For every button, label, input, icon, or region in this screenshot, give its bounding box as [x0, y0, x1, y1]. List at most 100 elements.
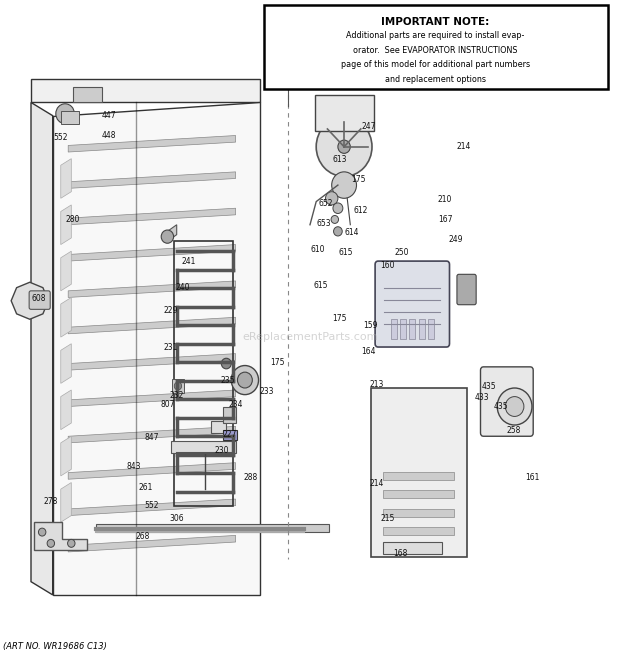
- Polygon shape: [53, 102, 260, 595]
- Polygon shape: [68, 426, 236, 443]
- Text: 167: 167: [438, 215, 453, 224]
- Text: 160: 160: [380, 261, 395, 270]
- Bar: [391, 319, 397, 339]
- Polygon shape: [31, 102, 53, 595]
- Polygon shape: [61, 205, 71, 245]
- Polygon shape: [68, 390, 236, 407]
- Text: 552: 552: [53, 133, 68, 142]
- Circle shape: [505, 397, 524, 416]
- Circle shape: [338, 140, 350, 153]
- Text: 280: 280: [66, 215, 81, 224]
- Circle shape: [231, 366, 259, 395]
- Bar: [96, 524, 329, 532]
- Polygon shape: [73, 87, 102, 102]
- Text: 215: 215: [380, 514, 395, 524]
- Polygon shape: [68, 499, 236, 516]
- FancyBboxPatch shape: [29, 291, 50, 309]
- Text: 230: 230: [215, 446, 229, 455]
- Bar: [170, 441, 236, 453]
- Circle shape: [326, 192, 338, 205]
- Text: 652: 652: [318, 199, 333, 208]
- Circle shape: [497, 388, 532, 425]
- Text: (ART NO. WR19686 C13): (ART NO. WR19686 C13): [3, 642, 107, 651]
- Text: 168: 168: [392, 549, 407, 559]
- Bar: [400, 319, 406, 339]
- Bar: [418, 319, 425, 339]
- Text: 268: 268: [135, 532, 150, 541]
- Text: 159: 159: [363, 321, 378, 330]
- Text: 843: 843: [126, 461, 141, 471]
- Text: 615: 615: [339, 248, 353, 257]
- Bar: [383, 509, 454, 517]
- Text: 608: 608: [31, 294, 46, 303]
- Text: 288: 288: [244, 473, 258, 482]
- Polygon shape: [68, 354, 236, 370]
- Text: IMPORTANT NOTE:: IMPORTANT NOTE:: [381, 17, 490, 26]
- Bar: [383, 527, 454, 535]
- Text: 164: 164: [361, 347, 376, 356]
- Text: 175: 175: [332, 314, 347, 323]
- Text: 234: 234: [228, 400, 243, 409]
- FancyBboxPatch shape: [264, 5, 608, 89]
- Text: 435: 435: [494, 402, 508, 411]
- Text: Additional parts are required to install evap-: Additional parts are required to install…: [347, 31, 525, 40]
- Bar: [223, 407, 236, 423]
- Text: 435: 435: [481, 382, 496, 391]
- Polygon shape: [68, 245, 236, 261]
- Bar: [383, 472, 454, 480]
- Bar: [383, 542, 442, 554]
- Text: eReplacementParts.com: eReplacementParts.com: [242, 332, 378, 342]
- Bar: [428, 319, 434, 339]
- Circle shape: [47, 539, 55, 547]
- Text: 175: 175: [351, 175, 366, 184]
- Polygon shape: [11, 282, 48, 319]
- Text: 214: 214: [456, 142, 471, 151]
- Text: 614: 614: [345, 228, 360, 237]
- Polygon shape: [61, 344, 71, 383]
- Circle shape: [174, 382, 182, 390]
- Text: 306: 306: [169, 514, 184, 524]
- Text: 232: 232: [169, 391, 184, 400]
- Polygon shape: [68, 281, 236, 297]
- Polygon shape: [68, 317, 236, 334]
- Circle shape: [68, 539, 75, 547]
- Bar: [383, 490, 454, 498]
- Text: 247: 247: [361, 122, 376, 132]
- Bar: [174, 241, 232, 506]
- Polygon shape: [167, 225, 177, 241]
- Circle shape: [334, 227, 342, 236]
- Text: 210: 210: [438, 195, 453, 204]
- Circle shape: [332, 172, 356, 198]
- Text: 448: 448: [101, 131, 116, 140]
- Polygon shape: [68, 136, 236, 152]
- Text: 241: 241: [182, 256, 197, 266]
- Text: 653: 653: [316, 219, 331, 228]
- Polygon shape: [68, 208, 236, 225]
- FancyBboxPatch shape: [457, 274, 476, 305]
- Circle shape: [333, 203, 343, 214]
- Polygon shape: [68, 463, 236, 479]
- Text: 249: 249: [448, 235, 463, 244]
- Text: 233: 233: [259, 387, 274, 396]
- Circle shape: [221, 358, 231, 369]
- Text: 231: 231: [163, 342, 178, 352]
- Text: 235: 235: [221, 375, 236, 385]
- Polygon shape: [61, 483, 71, 522]
- Text: page of this model for additional part numbers: page of this model for additional part n…: [341, 60, 530, 69]
- Circle shape: [161, 230, 174, 243]
- Circle shape: [316, 117, 372, 176]
- Text: 229: 229: [163, 306, 178, 315]
- Text: 610: 610: [310, 245, 325, 254]
- Circle shape: [56, 104, 74, 124]
- Text: 227: 227: [222, 430, 237, 440]
- Text: 612: 612: [353, 206, 368, 215]
- Bar: [371, 388, 467, 557]
- Polygon shape: [61, 390, 71, 430]
- Bar: [172, 379, 184, 393]
- Text: 613: 613: [332, 155, 347, 165]
- Polygon shape: [61, 436, 71, 476]
- Polygon shape: [61, 251, 71, 291]
- Text: 261: 261: [138, 483, 153, 492]
- Polygon shape: [61, 159, 71, 198]
- Polygon shape: [31, 79, 260, 102]
